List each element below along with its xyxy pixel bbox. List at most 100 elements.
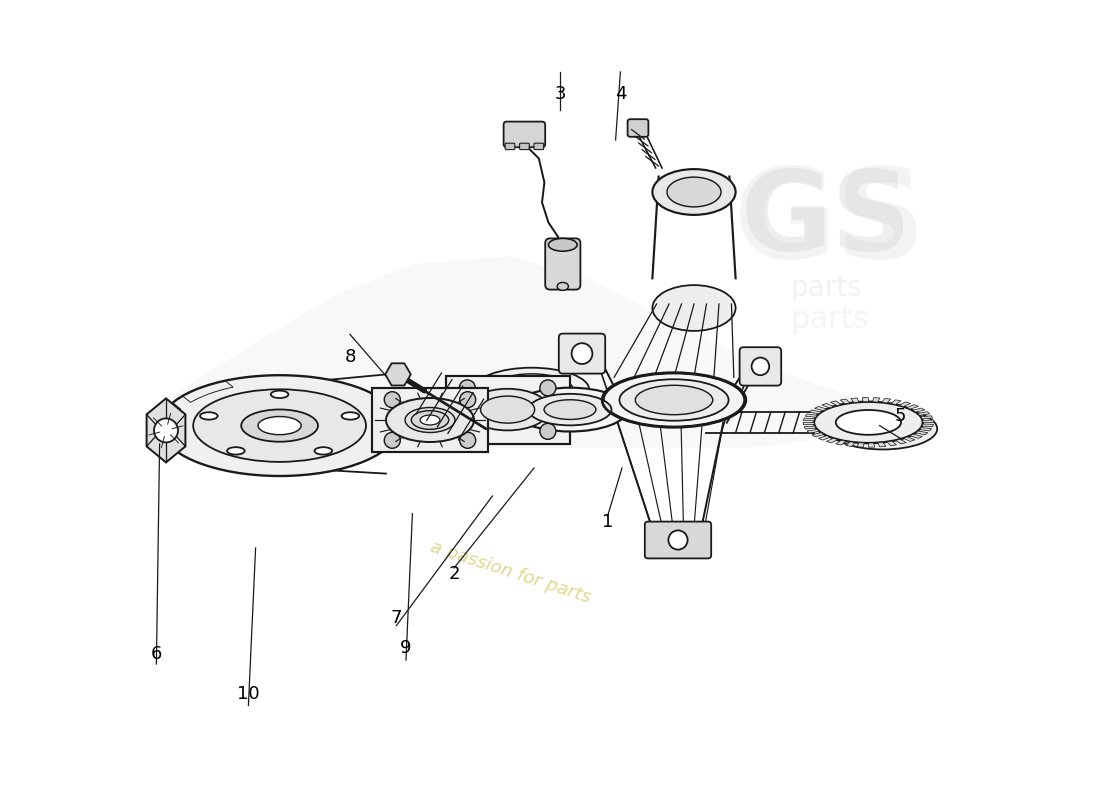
Polygon shape — [807, 430, 820, 433]
Polygon shape — [808, 410, 822, 414]
Polygon shape — [906, 405, 918, 409]
Polygon shape — [920, 427, 932, 431]
Ellipse shape — [836, 410, 901, 435]
Ellipse shape — [386, 398, 474, 442]
Circle shape — [460, 380, 475, 396]
Ellipse shape — [194, 390, 366, 462]
Polygon shape — [818, 436, 830, 440]
Text: 5: 5 — [894, 407, 906, 425]
Polygon shape — [887, 441, 896, 446]
Ellipse shape — [513, 388, 628, 431]
Polygon shape — [910, 434, 922, 438]
Ellipse shape — [420, 415, 440, 425]
Ellipse shape — [227, 447, 244, 454]
Ellipse shape — [200, 412, 218, 420]
Ellipse shape — [558, 282, 569, 290]
FancyBboxPatch shape — [546, 238, 581, 290]
Polygon shape — [895, 439, 906, 444]
Polygon shape — [826, 438, 837, 443]
Polygon shape — [921, 416, 933, 419]
Circle shape — [540, 423, 556, 439]
Circle shape — [384, 392, 400, 408]
Ellipse shape — [549, 238, 578, 251]
Circle shape — [460, 423, 475, 439]
Text: a passion for parts: a passion for parts — [428, 538, 593, 606]
Polygon shape — [822, 403, 834, 408]
Polygon shape — [915, 431, 927, 435]
Text: 6: 6 — [151, 645, 162, 662]
Circle shape — [751, 358, 769, 375]
Polygon shape — [805, 414, 817, 418]
Ellipse shape — [652, 285, 736, 331]
Circle shape — [460, 432, 475, 448]
Circle shape — [384, 432, 400, 448]
Polygon shape — [150, 256, 862, 448]
Polygon shape — [385, 363, 410, 386]
Ellipse shape — [411, 410, 449, 430]
Text: GS: GS — [734, 163, 926, 285]
Ellipse shape — [405, 407, 455, 433]
Polygon shape — [146, 398, 186, 462]
FancyBboxPatch shape — [739, 347, 781, 386]
Polygon shape — [830, 401, 842, 406]
Polygon shape — [836, 440, 846, 445]
Polygon shape — [868, 443, 875, 447]
Polygon shape — [922, 424, 934, 426]
Ellipse shape — [604, 374, 745, 426]
Ellipse shape — [814, 402, 923, 443]
FancyBboxPatch shape — [505, 143, 515, 150]
Ellipse shape — [241, 410, 318, 442]
Ellipse shape — [481, 396, 535, 423]
Ellipse shape — [315, 447, 332, 454]
Circle shape — [540, 380, 556, 396]
Polygon shape — [851, 398, 859, 402]
FancyBboxPatch shape — [504, 122, 546, 147]
Text: 8: 8 — [344, 348, 355, 366]
Ellipse shape — [342, 412, 360, 420]
Ellipse shape — [667, 177, 721, 207]
Polygon shape — [815, 406, 827, 410]
Polygon shape — [917, 412, 930, 415]
Polygon shape — [446, 375, 570, 444]
Polygon shape — [372, 388, 488, 452]
Ellipse shape — [271, 390, 288, 398]
Text: parts: parts — [791, 306, 869, 334]
Polygon shape — [812, 433, 824, 437]
Text: parts: parts — [790, 274, 861, 302]
Ellipse shape — [392, 401, 469, 439]
Ellipse shape — [466, 389, 549, 430]
FancyBboxPatch shape — [519, 143, 529, 150]
Polygon shape — [923, 420, 934, 422]
Ellipse shape — [528, 394, 612, 426]
Ellipse shape — [828, 408, 937, 450]
Polygon shape — [840, 399, 850, 404]
Polygon shape — [803, 422, 814, 425]
Ellipse shape — [652, 169, 736, 215]
Ellipse shape — [491, 374, 573, 406]
Ellipse shape — [544, 400, 596, 419]
Text: 7: 7 — [390, 609, 403, 626]
Polygon shape — [872, 398, 880, 402]
Polygon shape — [846, 442, 855, 446]
Circle shape — [572, 343, 593, 364]
Ellipse shape — [619, 379, 728, 421]
Ellipse shape — [258, 417, 301, 434]
Text: 3: 3 — [554, 86, 566, 103]
Ellipse shape — [636, 386, 713, 414]
Text: 1: 1 — [602, 513, 614, 530]
FancyBboxPatch shape — [559, 334, 605, 374]
Polygon shape — [899, 402, 911, 406]
Ellipse shape — [850, 416, 915, 442]
Polygon shape — [857, 442, 865, 447]
Text: 9: 9 — [400, 639, 411, 657]
FancyBboxPatch shape — [628, 119, 648, 137]
Polygon shape — [903, 437, 915, 442]
Polygon shape — [803, 418, 815, 421]
Polygon shape — [804, 426, 816, 429]
Polygon shape — [878, 442, 886, 447]
Polygon shape — [891, 400, 901, 405]
Text: GS: GS — [740, 166, 912, 274]
FancyBboxPatch shape — [645, 522, 712, 558]
Polygon shape — [882, 398, 891, 403]
Circle shape — [669, 530, 688, 550]
